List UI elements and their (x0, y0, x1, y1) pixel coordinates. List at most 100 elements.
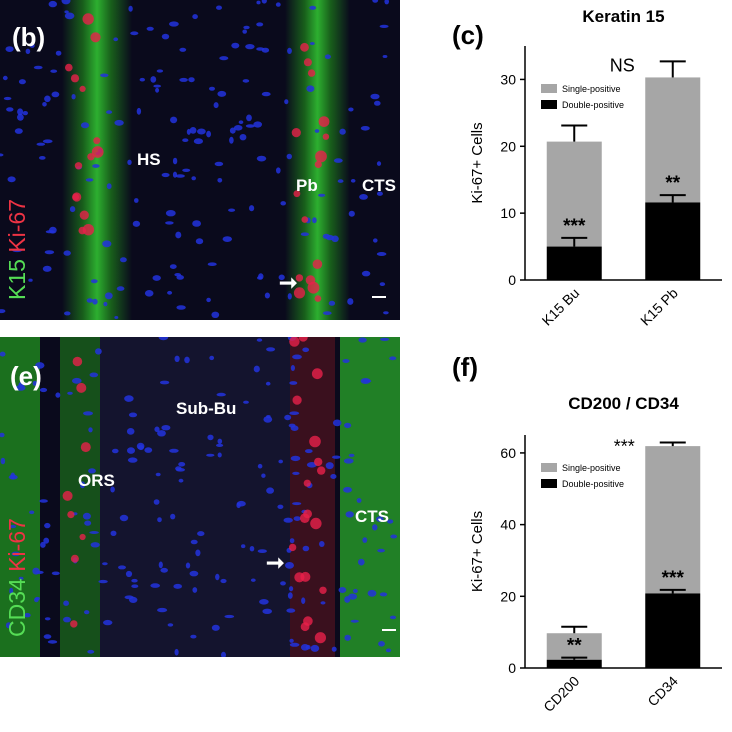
panel-label-c: (c) (452, 20, 484, 50)
nucleus-mark (11, 551, 21, 557)
nucleus-mark (87, 649, 95, 654)
nucleus-mark (32, 567, 40, 575)
y-tick-label: 30 (500, 71, 516, 87)
nucleus-mark (283, 517, 293, 523)
nucleus-mark (175, 174, 185, 178)
nucleus-mark (278, 274, 285, 281)
proliferating-cell-mark (310, 517, 322, 530)
arrow-icon-b: ➞ (279, 270, 298, 295)
nucleus-mark (333, 158, 343, 163)
proliferating-cell-mark (293, 287, 306, 299)
nucleus-mark (69, 206, 76, 213)
proliferating-cell-mark (72, 193, 80, 201)
nucleus-mark (28, 278, 33, 282)
y-tick-label: 60 (500, 445, 516, 461)
y-tick-label: 40 (500, 517, 516, 533)
nucleus-mark (102, 562, 108, 566)
nucleus-mark (40, 541, 46, 548)
nucleus-mark (206, 297, 211, 303)
nucleus-mark (63, 600, 69, 606)
nucleus-mark (55, 392, 61, 398)
nucleus-mark (2, 75, 8, 81)
nucleus-mark (161, 425, 171, 431)
legend-label-double: Double-positive (562, 100, 624, 110)
nucleus-mark (356, 498, 362, 503)
nucleus-mark (134, 198, 139, 203)
nucleus-mark (376, 516, 384, 522)
nucleus-mark (284, 414, 292, 421)
nucleus-mark (285, 562, 294, 569)
proliferating-cell-mark (318, 116, 330, 127)
bar-single-positive (645, 77, 701, 203)
nucleus-mark (358, 337, 367, 343)
nucleus-mark (217, 178, 223, 183)
proliferating-cell-mark (91, 146, 104, 158)
nucleus-mark (206, 453, 215, 457)
nucleus-mark (192, 587, 198, 593)
bar-double-positive (546, 246, 602, 280)
nucleus-mark (167, 623, 174, 627)
nucleus-mark (174, 273, 181, 277)
nucleus-mark (98, 579, 108, 584)
nucleus-mark (157, 430, 166, 437)
nucleus-mark (220, 578, 227, 584)
nucleus-mark (305, 644, 311, 650)
nucleus-mark (67, 391, 73, 395)
nucleus-mark (305, 449, 313, 454)
micrograph-panel-b: (b) K15 Ki-67 HS Pb CTS ➞ (0, 0, 400, 320)
nucleus-mark (229, 127, 236, 134)
proliferating-cell-mark (65, 63, 73, 72)
nucleus-mark (29, 43, 35, 48)
nucleus-mark (88, 427, 93, 433)
nucleus-mark (330, 474, 337, 479)
nucleus-mark (245, 124, 255, 128)
nucleus-mark (360, 378, 371, 384)
nucleus-mark (124, 395, 134, 402)
nucleus-mark (361, 270, 371, 277)
nucleus-mark (157, 517, 162, 523)
proliferating-cell-mark (70, 554, 79, 563)
nucleus-mark (90, 542, 100, 548)
proliferating-cell-mark (67, 511, 75, 519)
proliferating-cell-mark (315, 150, 327, 163)
nucleus-mark (257, 549, 267, 553)
nucleus-mark (211, 311, 220, 318)
y-tick-label: 20 (500, 138, 516, 154)
nucleus-mark (320, 601, 326, 605)
nucleus-mark (347, 298, 354, 305)
nucleus-mark (249, 205, 255, 212)
proliferating-cell-mark (70, 620, 78, 628)
legend-label-single: Single-positive (562, 463, 621, 473)
nucleus-mark (95, 348, 102, 355)
y-axis-label: Ki-67+ Cells (469, 511, 486, 592)
nucleus-mark (82, 512, 91, 520)
nucleus-mark (344, 634, 352, 641)
proliferating-cell-mark (289, 337, 300, 347)
nucleus-mark (84, 520, 92, 526)
nucleus-mark (215, 573, 220, 581)
proliferating-cell-mark (291, 128, 301, 138)
nucleus-mark (231, 42, 240, 49)
proliferating-cell-mark (311, 368, 323, 380)
significance-marker: *** (563, 216, 586, 237)
nucleus-mark (0, 153, 4, 157)
nucleus-mark (359, 194, 368, 200)
nucleus-mark (154, 426, 160, 433)
nucleus-mark (0, 309, 6, 314)
nucleus-mark (189, 570, 199, 577)
nucleus-mark (249, 546, 255, 552)
nucleus-mark (182, 138, 189, 142)
legend-label-single: Single-positive (562, 84, 621, 94)
x-tick-label: K15 Bu (539, 285, 583, 329)
nucleus-mark (228, 208, 236, 212)
nucleus-mark (44, 522, 51, 529)
nucleus-mark (197, 128, 206, 135)
nucleus-mark (337, 179, 344, 183)
nucleus-mark (192, 220, 202, 227)
nucleus-mark (17, 108, 24, 116)
nucleus-mark (153, 84, 161, 88)
nucleus-mark (158, 561, 163, 569)
nucleus-mark (286, 608, 296, 613)
stain-label-e: CD34 Ki-67 (4, 518, 31, 637)
nucleus-mark (190, 539, 198, 545)
